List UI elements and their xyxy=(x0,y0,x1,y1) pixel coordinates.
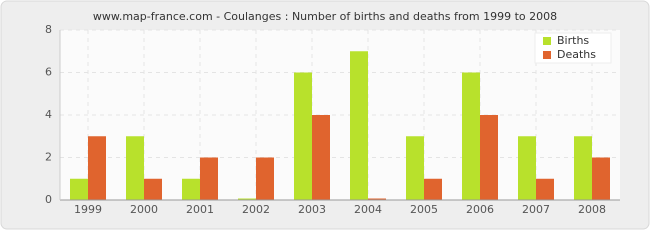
x-tick-label: 2004 xyxy=(354,203,382,216)
bar xyxy=(592,157,610,200)
legend-label: Deaths xyxy=(557,48,596,61)
bar xyxy=(182,178,200,200)
bar xyxy=(518,136,536,200)
x-tick-label: 2005 xyxy=(410,203,438,216)
y-tick-label: 2 xyxy=(45,151,52,164)
y-tick-label: 0 xyxy=(45,193,52,206)
bar xyxy=(238,198,256,200)
x-tick-label: 2001 xyxy=(186,203,214,216)
bar xyxy=(88,136,106,200)
bar xyxy=(126,136,144,200)
bar xyxy=(200,157,218,200)
x-tick-label: 1999 xyxy=(74,203,102,216)
bar xyxy=(424,178,442,200)
chart: www.map-france.com - Coulanges : Number … xyxy=(0,0,650,230)
y-tick-label: 6 xyxy=(45,66,52,79)
bar xyxy=(144,178,162,200)
bar xyxy=(256,157,274,200)
x-tick-label: 2000 xyxy=(130,203,158,216)
bar xyxy=(312,115,330,200)
bar xyxy=(574,136,592,200)
bar xyxy=(294,72,312,200)
x-tick-label: 2007 xyxy=(522,203,550,216)
bar xyxy=(536,178,554,200)
x-tick-label: 2003 xyxy=(298,203,326,216)
legend-label: Births xyxy=(557,34,589,47)
bar xyxy=(462,72,480,200)
bar xyxy=(368,198,386,200)
bar xyxy=(350,51,368,200)
x-tick-label: 2002 xyxy=(242,203,270,216)
bar xyxy=(406,136,424,200)
x-tick-label: 2006 xyxy=(466,203,494,216)
bar xyxy=(480,115,498,200)
legend-swatch xyxy=(543,51,551,59)
x-tick-label: 2008 xyxy=(578,203,606,216)
y-tick-label: 8 xyxy=(45,23,52,36)
chart-title: www.map-france.com - Coulanges : Number … xyxy=(93,10,557,23)
legend-swatch xyxy=(543,37,551,45)
bar xyxy=(70,178,88,200)
y-tick-label: 4 xyxy=(45,108,52,121)
